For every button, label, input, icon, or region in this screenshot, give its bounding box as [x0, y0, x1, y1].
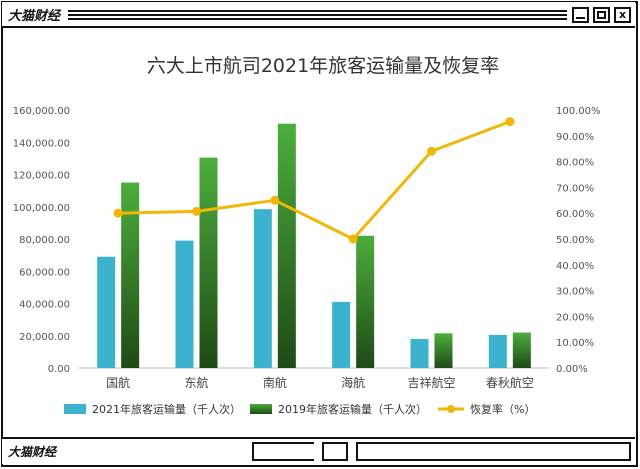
bar-2021 [488, 334, 507, 368]
bar-2019 [277, 123, 296, 368]
y-left-axis: 0.00 20,000.00 40,000.00 60,000.00 80,000.00… [13, 106, 70, 375]
x-tick-label: 东航 [184, 375, 208, 390]
footer-tab-2[interactable] [322, 442, 348, 461]
recovery-rate-point [192, 206, 201, 216]
bar-2021 [332, 301, 351, 368]
y-left-tick-label: 80,000.00 [19, 235, 70, 246]
bar-2019 [512, 332, 531, 368]
x-tick-label: 春秋航空 [486, 375, 534, 390]
y-right-tick-label: 90.00% [556, 132, 594, 143]
recovery-rate-point [113, 208, 123, 218]
y-right-tick-label: 60.00% [556, 209, 594, 220]
x-tick-label: 海航 [341, 375, 365, 390]
recovery-rate-point [348, 234, 358, 244]
y-left-tick-label: 160,000.00 [13, 106, 70, 117]
footer-title: 大猫财经 [8, 445, 57, 459]
x-tick-label: 国航 [106, 375, 130, 390]
y-right-axis: 0.00% 10.00% 20.00% 30.00% 40.00% 50.00% 60.00… [556, 106, 601, 375]
legend: 2021年旅客运输量（千人次） 2019年旅客运输量（千人次） 恢复率（%） [64, 402, 535, 416]
y-right-tick-label: 50.00% [556, 235, 594, 246]
window-footer-bar: 大猫财经 [2, 437, 635, 464]
legend-label-rate: 恢复率（%） [470, 402, 535, 416]
bar-2019 [434, 333, 453, 368]
recovery-rate-point [270, 195, 280, 205]
y-right-tick-label: 80.00% [556, 158, 594, 169]
bar-2019 [121, 182, 140, 368]
minimize-button[interactable] [572, 7, 589, 23]
bar-2021 [410, 338, 429, 368]
bar-2019 [356, 235, 375, 368]
y-right-tick-label: 70.00% [556, 183, 594, 194]
recovery-rate-line [118, 120, 511, 241]
y-left-tick-label: 0.00 [48, 364, 70, 375]
y-right-tick-label: 10.00% [556, 338, 594, 349]
line-series-group [113, 117, 515, 244]
recovery-rate-point [427, 146, 436, 156]
y-right-tick-label: 0.00% [556, 364, 588, 375]
x-tick-label: 吉祥航空 [407, 375, 455, 390]
window-titlebar[interactable]: 大猫财经 x [2, 2, 635, 28]
bar-group [97, 123, 531, 368]
bar-2021 [97, 256, 116, 368]
bar-2019 [199, 157, 218, 368]
legend-marker-rate [447, 405, 455, 413]
legend-label-2019: 2019年旅客运输量（千人次） [278, 402, 427, 416]
window-title: 大猫财经 [8, 9, 61, 24]
y-left-tick-label: 40,000.00 [19, 300, 70, 311]
bar-2021 [175, 240, 194, 368]
y-right-tick-label: 100.00% [556, 106, 601, 117]
chart-content: 六大上市航司2021年旅客运输量及恢复率 0.00 20,000.00 40,000… [4, 30, 633, 433]
y-right-tick-label: 40.00% [556, 261, 594, 272]
legend-swatch-2021 [64, 404, 86, 414]
x-tick-label: 南航 [263, 375, 287, 390]
close-button[interactable]: x [614, 7, 631, 23]
chart-svg: 六大上市航司2021年旅客运输量及恢复率 0.00 20,000.00 40,000… [13, 55, 601, 416]
footer-tab-3[interactable] [356, 442, 631, 461]
footer-tab-1[interactable] [252, 442, 314, 461]
bar-2021 [253, 209, 272, 368]
legend-swatch-2019 [250, 404, 272, 414]
y-left-tick-label: 120,000.00 [13, 171, 70, 182]
y-left-tick-label: 20,000.00 [19, 332, 70, 343]
legend-label-2021: 2021年旅客运输量（千人次） [92, 402, 241, 416]
maximize-button[interactable] [593, 7, 610, 23]
y-left-tick-label: 140,000.00 [13, 138, 70, 149]
titlebar-stripes [68, 10, 567, 20]
y-left-tick-label: 100,000.00 [13, 203, 70, 214]
chart-title: 六大上市航司2021年旅客运输量及恢复率 [147, 55, 499, 77]
x-axis: 国航 东航 南航 海航 吉祥航空 春秋航空 [106, 375, 534, 390]
y-right-tick-label: 30.00% [556, 287, 594, 298]
recovery-rate-point [505, 117, 515, 127]
y-left-tick-label: 60,000.00 [19, 267, 70, 278]
y-right-tick-label: 20.00% [556, 312, 594, 323]
